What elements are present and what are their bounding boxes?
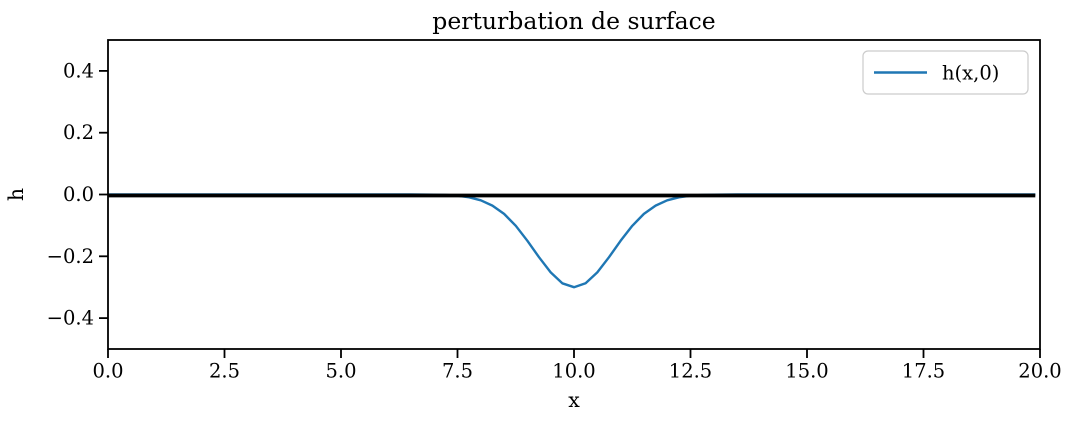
x-tick-label: 2.5 — [209, 360, 240, 383]
legend-label: h(x,0) — [942, 62, 999, 85]
y-tick-label: 0.2 — [63, 121, 94, 144]
y-tick-label: 0.0 — [63, 183, 94, 206]
y-tick-label: 0.4 — [63, 59, 94, 82]
x-tick-label: 0.0 — [92, 360, 123, 383]
legend-box — [862, 50, 1029, 95]
x-axis-label: x — [568, 388, 580, 412]
plot-series — [108, 193, 1036, 289]
chart-title: perturbation de surface — [432, 7, 715, 35]
y-axis-label: h — [4, 188, 28, 201]
x-tick-label: 20.0 — [1018, 360, 1061, 383]
x-tick-label: 10.0 — [552, 360, 595, 383]
x-tick-label: 5.0 — [325, 360, 356, 383]
axis-ticks: 0.0 2.5 5.0 7.5 10.0 12.5 15.0 17.5 20.0 0.4 0.2 0.… — [47, 59, 1062, 382]
x-tick-label: 7.5 — [442, 360, 473, 383]
legend: h(x,0) — [862, 50, 1029, 95]
x-tick-label: 15.0 — [785, 360, 828, 383]
plot-border — [107, 39, 1041, 350]
x-tick-label: 17.5 — [902, 360, 945, 383]
y-tick-label: −0.2 — [47, 245, 94, 268]
x-tick-label: 12.5 — [669, 360, 712, 383]
y-tick-label: −0.4 — [47, 307, 94, 330]
